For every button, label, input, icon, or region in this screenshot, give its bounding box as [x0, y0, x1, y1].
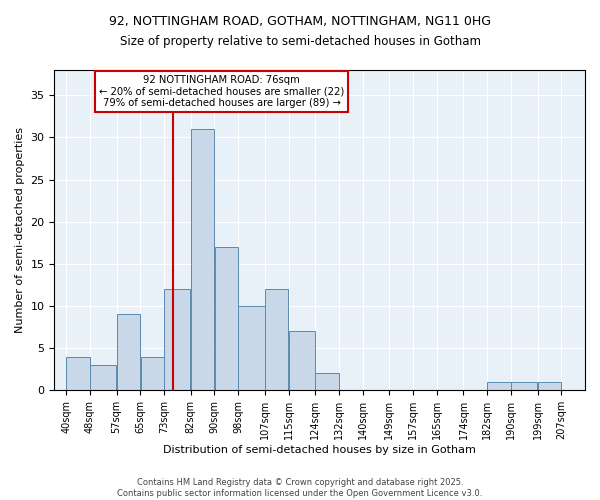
X-axis label: Distribution of semi-detached houses by size in Gotham: Distribution of semi-detached houses by … — [163, 445, 476, 455]
Bar — [164, 289, 190, 390]
Bar — [117, 314, 140, 390]
Bar — [316, 374, 339, 390]
Y-axis label: Number of semi-detached properties: Number of semi-detached properties — [15, 127, 25, 333]
Bar — [265, 289, 289, 390]
Bar — [289, 332, 315, 390]
Bar — [191, 129, 214, 390]
Text: 92 NOTTINGHAM ROAD: 76sqm
← 20% of semi-detached houses are smaller (22)
79% of : 92 NOTTINGHAM ROAD: 76sqm ← 20% of semi-… — [99, 75, 344, 108]
Bar — [140, 356, 164, 390]
Bar — [215, 247, 238, 390]
Text: Size of property relative to semi-detached houses in Gotham: Size of property relative to semi-detach… — [119, 35, 481, 48]
Text: Contains HM Land Registry data © Crown copyright and database right 2025.
Contai: Contains HM Land Registry data © Crown c… — [118, 478, 482, 498]
Bar — [511, 382, 538, 390]
Bar — [90, 365, 116, 390]
Bar — [538, 382, 561, 390]
Bar — [238, 306, 265, 390]
Bar — [487, 382, 511, 390]
Bar — [67, 356, 90, 390]
Text: 92, NOTTINGHAM ROAD, GOTHAM, NOTTINGHAM, NG11 0HG: 92, NOTTINGHAM ROAD, GOTHAM, NOTTINGHAM,… — [109, 15, 491, 28]
